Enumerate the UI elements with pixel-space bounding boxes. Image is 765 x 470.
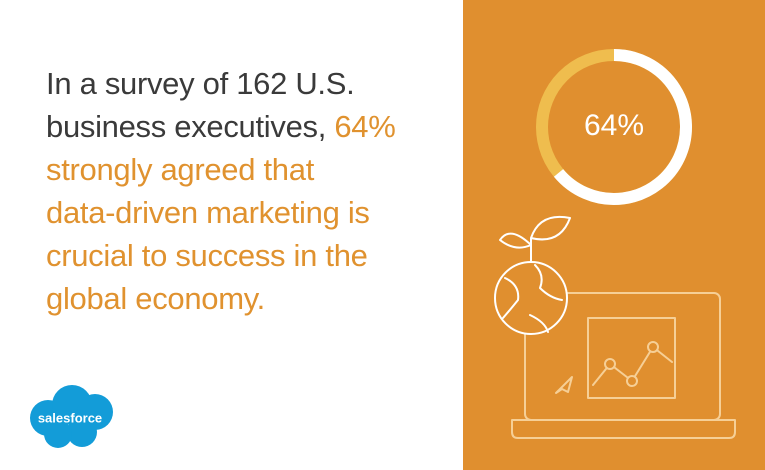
headline-line: data-driven marketing is	[46, 191, 396, 234]
headline-text: 64%	[334, 109, 396, 144]
headline-line: global economy.	[46, 277, 396, 320]
logo-cloud	[67, 417, 97, 447]
headline-text: strongly agreed that	[46, 152, 315, 187]
orange-panel	[463, 0, 765, 470]
screen-dot	[626, 375, 638, 387]
donut-label: 64%	[584, 109, 644, 142]
decor	[494, 216, 736, 439]
screen-dot	[604, 358, 616, 370]
headline-line: business executives, 64%	[46, 105, 396, 148]
laptop-base	[511, 419, 736, 439]
headline-text: business executives,	[46, 109, 335, 144]
headline-line: crucial to success in the	[46, 234, 396, 277]
cursor	[555, 376, 573, 394]
logo-cloud	[44, 420, 72, 448]
screen-chart	[587, 317, 676, 399]
headline-text: In a survey of 162 U.S.	[46, 66, 355, 101]
headline-text: data-driven marketing is	[46, 195, 370, 230]
headline: In a survey of 162 U.S. business executiv…	[46, 62, 396, 320]
logo-text: salesforce	[38, 410, 102, 425]
screen-dot	[647, 341, 659, 353]
donut-arc	[553, 49, 692, 205]
headline-line: strongly agreed that	[46, 148, 396, 191]
headline-text: global economy.	[46, 281, 265, 316]
logo: salesforce	[30, 385, 113, 448]
globe-land	[502, 264, 563, 333]
plant	[499, 216, 571, 263]
headline-text: crucial to success in the	[46, 238, 368, 273]
headline-line: In a survey of 162 U.S.	[46, 62, 396, 105]
